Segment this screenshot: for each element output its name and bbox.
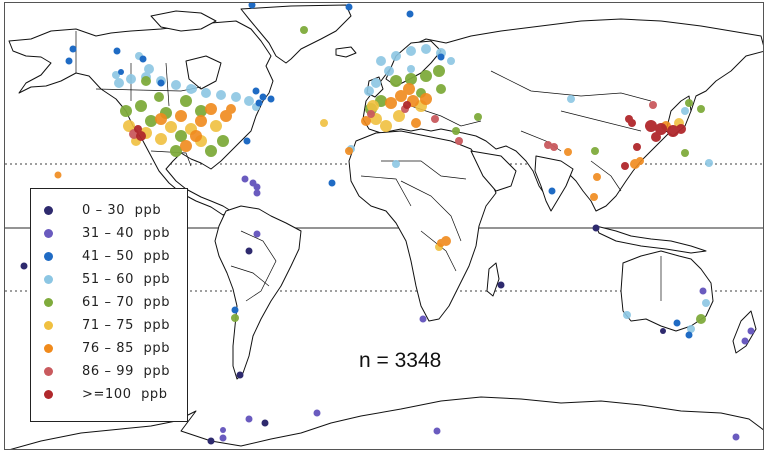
sites-0-30 bbox=[20, 224, 666, 445]
legend-marker-icon bbox=[44, 297, 53, 307]
legend-label: 31 – 40 ppb bbox=[82, 225, 171, 241]
legend-label: 76 – 85 ppb bbox=[82, 340, 171, 356]
legend-label: 86 – 99 ppb bbox=[82, 363, 171, 379]
legend-label: >=100 ppb bbox=[82, 386, 168, 402]
landmasses bbox=[8, 4, 763, 449]
sites-gte-100 bbox=[134, 101, 686, 170]
legend-item: 61 – 70 ppb bbox=[31, 291, 187, 313]
legend-marker-icon bbox=[44, 389, 53, 399]
arabian-peninsula bbox=[470, 150, 517, 192]
south-america bbox=[214, 205, 302, 380]
africa bbox=[348, 130, 497, 322]
legend-label: 0 – 30 ppb bbox=[82, 202, 162, 218]
legend-marker-icon bbox=[44, 205, 53, 215]
sites-41-50 bbox=[65, 3, 693, 339]
legend-marker-icon bbox=[44, 320, 53, 330]
new-zealand bbox=[732, 310, 757, 354]
map-canvas bbox=[5, 3, 763, 449]
legend-label: 71 – 75 ppb bbox=[82, 317, 171, 333]
iceland bbox=[335, 46, 357, 58]
legend-item: 31 – 40 ppb bbox=[31, 222, 187, 244]
legend-item: >=100 ppb bbox=[31, 383, 187, 405]
india bbox=[534, 155, 574, 212]
legend-label: 41 – 50 ppb bbox=[82, 248, 171, 264]
legend-item: 51 – 60 ppb bbox=[31, 268, 187, 290]
legend: 0 – 30 ppb 31 – 40 ppb 41 – 50 ppb 51 – … bbox=[30, 188, 188, 422]
legend-label: 51 – 60 ppb bbox=[82, 271, 171, 287]
legend-item: 71 – 75 ppb bbox=[31, 314, 187, 336]
legend-marker-icon bbox=[44, 228, 53, 238]
monitoring-sites bbox=[20, 3, 755, 445]
canadian-arctic-islands bbox=[150, 10, 217, 32]
north-america bbox=[8, 20, 274, 216]
sites-31-40 bbox=[219, 175, 755, 442]
hudson-bay-region bbox=[185, 55, 222, 90]
madagascar bbox=[486, 262, 500, 297]
legend-label: 61 – 70 ppb bbox=[82, 294, 171, 310]
antarctica bbox=[10, 396, 763, 449]
legend-marker-icon bbox=[44, 366, 53, 376]
legend-item: 76 – 85 ppb bbox=[31, 337, 187, 359]
indonesia bbox=[595, 225, 707, 254]
legend-marker-icon bbox=[44, 274, 53, 284]
legend-marker-icon bbox=[44, 251, 53, 261]
sites-76-85 bbox=[54, 83, 671, 247]
sample-count-annotation: n = 3348 bbox=[359, 349, 442, 372]
sites-51-60 bbox=[112, 44, 713, 333]
legend-item: 0 – 30 ppb bbox=[31, 199, 187, 221]
legend-item: 41 – 50 ppb bbox=[31, 245, 187, 267]
eurasia bbox=[362, 18, 763, 212]
legend-marker-icon bbox=[44, 343, 53, 353]
legend-item: 86 – 99 ppb bbox=[31, 360, 187, 382]
